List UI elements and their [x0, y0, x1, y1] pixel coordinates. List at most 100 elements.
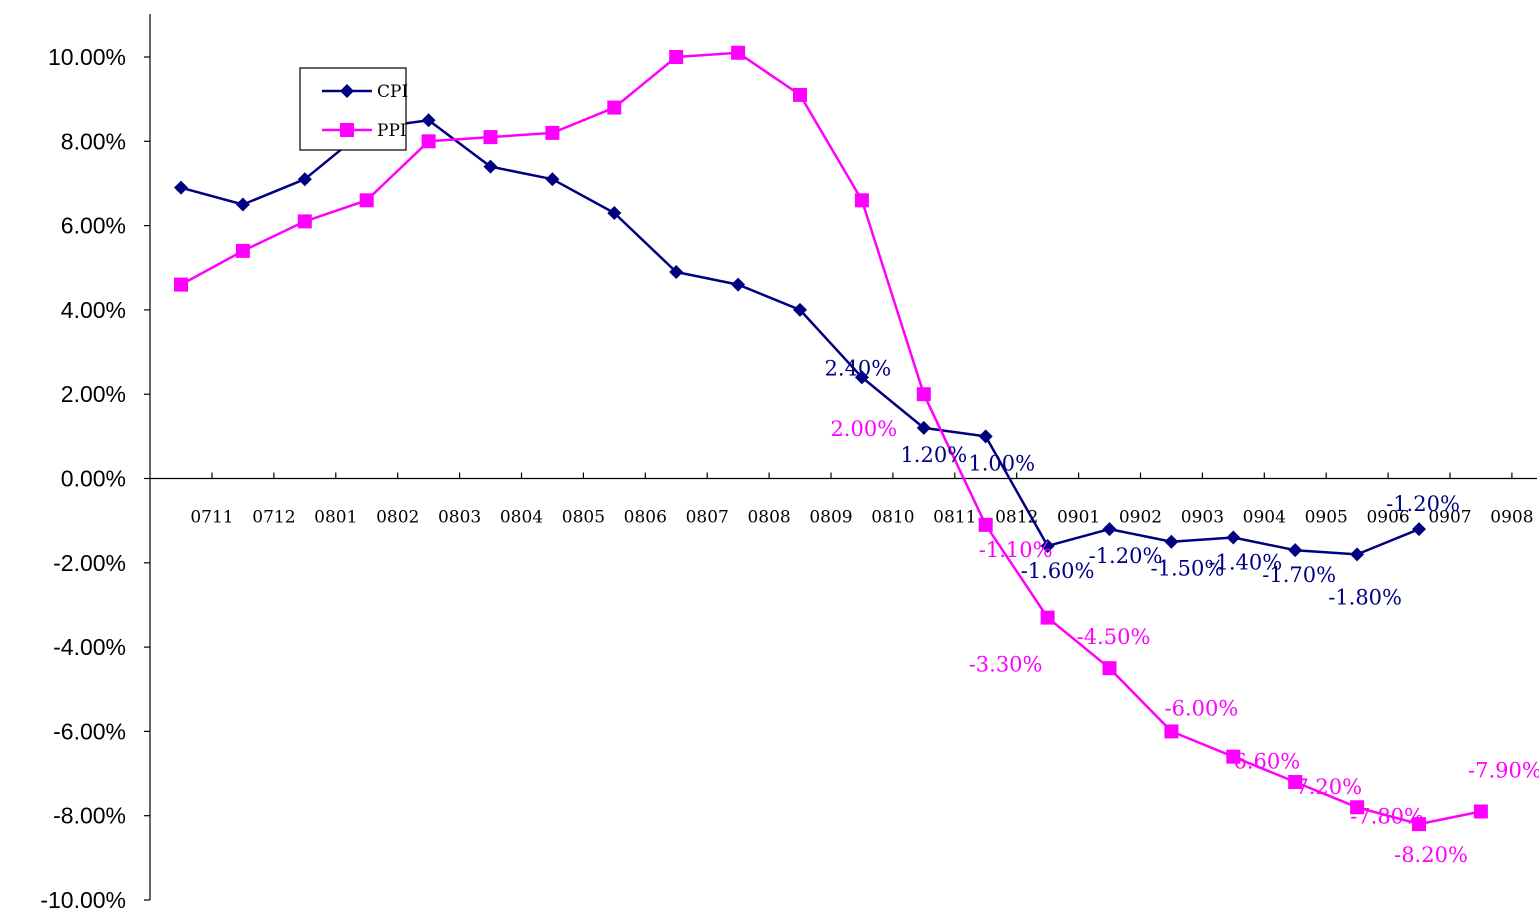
x-tick-label: 0902: [1119, 508, 1162, 528]
legend-marker-ppi: [340, 123, 354, 137]
series-ppi: [174, 45, 1488, 832]
data-point-cpi: [669, 264, 684, 279]
data-label-cpi: 1.20%: [900, 443, 967, 467]
data-label-cpi: -1.20%: [1089, 544, 1163, 568]
data-point-cpi: [1350, 547, 1365, 562]
data-point-ppi: [545, 125, 560, 140]
x-tick-label: 0807: [686, 508, 729, 528]
x-tick-label: 0801: [314, 508, 357, 528]
series-line-cpi: [180, 118, 1420, 556]
data-label-ppi: -7.90%: [1468, 758, 1539, 782]
data-point-ppi: [1473, 804, 1488, 819]
data-point-cpi: [1164, 534, 1179, 549]
data-label-cpi: -1.50%: [1150, 557, 1224, 581]
data-label-cpi: -1.20%: [1386, 492, 1460, 516]
data-point-ppi: [1412, 817, 1426, 832]
x-tick-label: 0903: [1181, 508, 1224, 528]
y-tick-label: -4.00%: [53, 634, 126, 660]
data-label-ppi: -1.10%: [979, 538, 1053, 562]
x-tick-label: 0907: [1428, 508, 1471, 528]
data-point-cpi: [1288, 543, 1303, 558]
data-point-cpi: [1226, 530, 1241, 545]
data-point-cpi: [483, 159, 498, 174]
data-point-cpi: [607, 205, 622, 220]
x-tick-label: 0803: [438, 508, 481, 528]
data-point-ppi: [978, 517, 993, 532]
data-point-ppi: [854, 193, 869, 208]
data-point-cpi: [1412, 522, 1426, 537]
data-point-cpi: [793, 302, 807, 317]
data-point-cpi: [1040, 538, 1055, 553]
x-axis-tick-labels: 0711 0712 0801 0802 0803 0804 0805 0806 0807 0808…: [190, 508, 1533, 528]
data-point-cpi: [731, 277, 746, 292]
x-tick-label: 0809: [809, 508, 852, 528]
data-point-cpi: [916, 420, 931, 435]
data-point-ppi: [916, 387, 931, 402]
y-tick-label: -6.00%: [53, 718, 126, 744]
data-label-ppi: -8.20%: [1394, 843, 1468, 867]
data-point-ppi: [1164, 724, 1179, 739]
y-tick-label: 6.00%: [61, 213, 126, 239]
data-label-cpi: 2.40%: [825, 356, 892, 380]
data-label-ppi: -6.60%: [1226, 750, 1300, 774]
data-label-cpi: -1.60%: [1021, 559, 1095, 583]
data-point-ppi: [174, 277, 188, 292]
y-tick-label: 2.00%: [61, 381, 126, 407]
data-point-ppi: [1226, 749, 1241, 764]
data-point-ppi: [731, 45, 746, 60]
legend-label-cpi: CPI: [377, 82, 408, 102]
y-tick-label: 0.00%: [61, 466, 126, 492]
data-point-ppi: [359, 193, 374, 208]
data-label-cpi: 1.00%: [968, 451, 1035, 475]
y-tick-label: 4.00%: [61, 297, 126, 323]
data-point-cpi: [174, 180, 188, 195]
y-tick-label: 8.00%: [61, 128, 126, 154]
series-cpi: [174, 113, 1426, 562]
data-point-ppi: [421, 134, 436, 149]
series-line-ppi: [180, 51, 1482, 826]
data-point-cpi: [1102, 522, 1117, 537]
x-tick-label: 0905: [1305, 508, 1348, 528]
legend-marker-cpi: [340, 84, 354, 98]
data-label-cpi: -1.40%: [1208, 551, 1282, 575]
data-label-ppi: -6.00%: [1164, 696, 1238, 720]
data-point-ppi: [1040, 610, 1055, 625]
data-label-cpi: -1.80%: [1328, 585, 1402, 609]
data-point-cpi: [235, 197, 250, 212]
y-tick-label: -10.00%: [40, 887, 126, 912]
data-label-ppi: -4.50%: [1077, 625, 1151, 649]
x-tick-label: 0908: [1490, 508, 1533, 528]
data-point-cpi: [978, 429, 993, 444]
x-tick-label: 0904: [1243, 508, 1286, 528]
data-point-ppi: [1102, 661, 1117, 676]
x-tick-label: 0805: [562, 508, 605, 528]
data-point-ppi: [669, 50, 684, 64]
data-point-ppi: [1288, 774, 1303, 789]
data-labels: 2.40%1.20% 1.00%-1.60%-1.20%-1.50%-1.40%-…: [825, 356, 1539, 867]
y-tick-label: -8.00%: [53, 803, 126, 829]
data-point-cpi: [421, 113, 436, 128]
y-tick-label: -2.00%: [53, 550, 126, 576]
x-tick-label: 0808: [747, 508, 790, 528]
data-point-ppi: [607, 100, 622, 115]
x-tick-label: 0810: [871, 508, 914, 528]
axes: [144, 14, 1537, 901]
x-tick-label: 0806: [624, 508, 667, 528]
data-label-ppi: 2.00%: [830, 417, 897, 441]
x-tick-label: 0802: [376, 508, 419, 528]
x-tick-label: 0811: [933, 508, 976, 528]
data-label-ppi: -3.30%: [969, 653, 1043, 677]
data-label-ppi: -7.20%: [1288, 775, 1362, 799]
data-label-cpi: -1.70%: [1262, 563, 1336, 587]
y-axis-tick-labels: 10.00% 8.00% 6.00% 4.00% 2.00% 0.00% -2.00% -4.…: [40, 44, 126, 912]
x-tick-label: 0711: [190, 508, 233, 528]
x-tick-label: 0906: [1366, 508, 1409, 528]
y-tick-label: 10.00%: [48, 44, 126, 70]
data-point-cpi: [854, 370, 869, 385]
x-tick-label: 0712: [252, 508, 295, 528]
data-point-ppi: [235, 243, 250, 258]
x-tick-label: 0804: [500, 508, 543, 528]
legend: CPI PPI: [299, 67, 408, 151]
data-point-ppi: [1350, 800, 1365, 815]
